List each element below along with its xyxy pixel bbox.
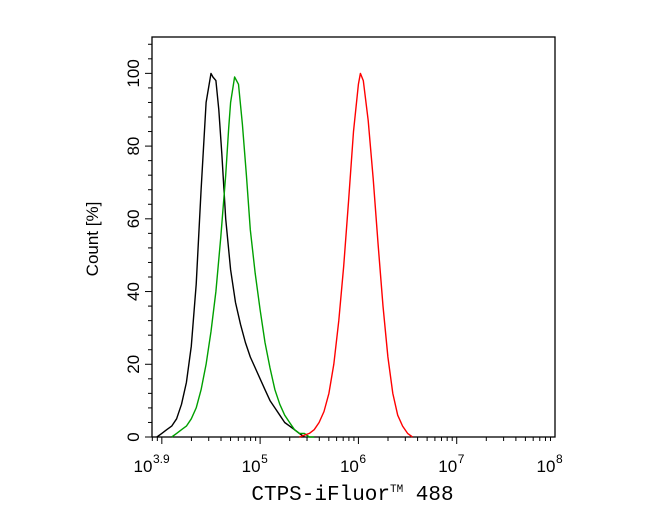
x-axis-label-suffix: 488	[403, 484, 454, 507]
x-tick-exponent: 8	[556, 452, 563, 466]
x-tick-label: 10 5	[242, 452, 268, 476]
x-axis-label-main: CTPS-iFluor	[251, 484, 390, 507]
x-tick-label: 10 3.9	[134, 452, 170, 476]
x-tick-exponent: 6	[359, 452, 366, 466]
x-tick-label: 10 7	[438, 452, 464, 476]
y-tick-label: 0	[124, 432, 143, 441]
histogram-series-1	[171, 76, 315, 438]
x-tick-base: 10	[134, 457, 153, 476]
x-axis-label-trademark: TM	[390, 484, 404, 496]
x-tick-label: 10 6	[340, 452, 366, 476]
plot-frame	[151, 36, 556, 438]
x-tick-base: 10	[537, 457, 556, 476]
y-tick-label: 100	[124, 59, 143, 87]
y-tick-label: 60	[124, 209, 143, 228]
x-tick-exponent: 7	[458, 452, 465, 466]
y-tick-label: 20	[124, 355, 143, 374]
x-tick-base: 10	[242, 457, 261, 476]
x-tick-base: 10	[438, 457, 457, 476]
x-axis-label: CTPS-iFluorTM 488	[150, 484, 555, 507]
y-axis-label: Count [%]	[83, 202, 102, 277]
x-tick-exponent: 3.9	[153, 452, 170, 466]
y-tick-label: 40	[124, 282, 143, 301]
histogram-series-2	[299, 72, 413, 438]
x-tick-exponent: 5	[261, 452, 268, 466]
histogram-series-0	[156, 72, 305, 438]
x-tick-base: 10	[340, 457, 359, 476]
y-tick-label: 80	[124, 137, 143, 156]
x-tick-label: 10 8	[537, 452, 563, 476]
